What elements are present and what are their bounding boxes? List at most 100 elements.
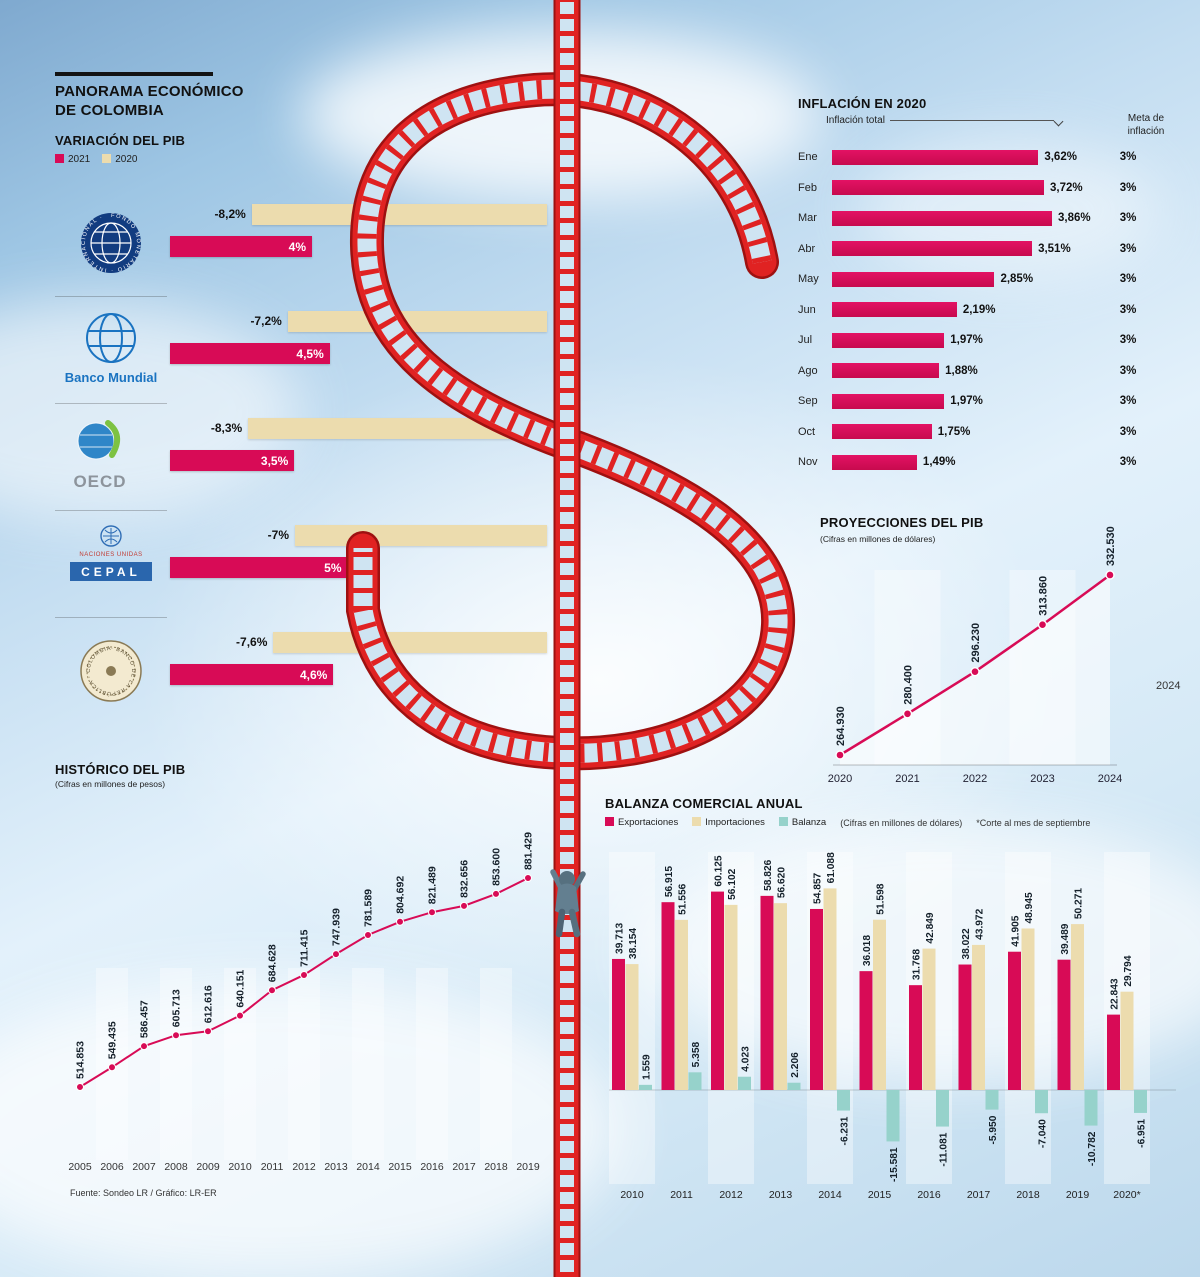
data-point: [76, 1083, 84, 1091]
exportaciones-bar: [810, 908, 823, 1090]
point-label: 711.415: [299, 929, 311, 967]
cepal-logo-graphic: NACIONES UNIDAS CEPAL: [70, 525, 152, 581]
legend-balanza-label: Balanza: [791, 817, 827, 828]
bar-2021: 4,5%: [170, 343, 330, 364]
balanza-bar: [1134, 1090, 1147, 1113]
data-point: [524, 874, 532, 883]
inflation-row: Abr 3,51% 3%: [798, 234, 1196, 265]
importaciones-bar: [675, 919, 688, 1090]
balanza-section: BALANZA COMERCIAL ANUAL Exportaciones Im…: [605, 796, 1185, 1216]
x-axis-label: 2008: [164, 1161, 188, 1173]
point-label: 747.939: [331, 908, 343, 946]
inflation-bar: [832, 302, 957, 318]
x-axis-label: 2022: [963, 773, 987, 785]
bar-2020: [251, 204, 547, 225]
inflacion-callout: Inflación total Meta de inflación: [798, 113, 1196, 141]
exportaciones-label: 38.022: [961, 928, 972, 959]
bar-2020-label: -8,3%: [210, 421, 243, 435]
data-point: [1037, 619, 1048, 630]
x-axis-label: 2018: [484, 1161, 508, 1173]
world-bank-logo-graphic: Banco Mundial: [65, 313, 157, 385]
beige-swatch-icon: [102, 154, 112, 163]
balanza-bar: [688, 1072, 702, 1090]
bar-2020: [295, 525, 547, 546]
balanza-label: 1.559: [642, 1054, 653, 1080]
legend-2021: 2021: [55, 154, 90, 165]
legend-exportaciones-label: Exportaciones: [618, 817, 679, 828]
inflation-row: Oct 1,75% 3%: [798, 417, 1196, 448]
data-point: [835, 750, 845, 760]
exportaciones-label: 41.905: [1011, 915, 1022, 946]
data-point: [902, 709, 913, 719]
x-axis-label: 2011: [670, 1189, 693, 1201]
proyecciones-subtitle: (Cifras en millones de dólares): [820, 534, 936, 544]
x-axis-label: 2014: [818, 1189, 842, 1201]
x-axis-label: 2014: [356, 1161, 380, 1173]
margin-year-label: 2024: [1156, 680, 1181, 692]
inflation-target-value: 3%: [1119, 151, 1137, 164]
data-point: [460, 901, 468, 910]
bar-2020: [287, 311, 547, 332]
point-label: 881.429: [523, 832, 535, 870]
exportaciones-bar: [1107, 1014, 1120, 1090]
callout-line: [890, 120, 1054, 121]
grid-band: [288, 968, 320, 1160]
inflation-value-label: 2,19%: [962, 303, 996, 316]
month-label: Abr: [798, 242, 816, 255]
legend-exportaciones: Exportaciones: [605, 817, 678, 828]
data-point: [300, 970, 308, 979]
teal-swatch-icon: [778, 817, 788, 826]
exportaciones-bar: [859, 971, 873, 1090]
point-label: 832.656: [459, 860, 471, 898]
inflation-row: May 2,85% 3%: [798, 264, 1196, 295]
x-axis-label: 2012: [292, 1161, 316, 1173]
point-label: 332.530: [1105, 526, 1117, 566]
inflation-target-value: 3%: [1119, 425, 1137, 438]
point-label: 549.435: [107, 1021, 119, 1059]
exportaciones-label: 22.843: [1110, 978, 1121, 1009]
importaciones-label: 29.794: [1123, 955, 1134, 986]
point-label: 313.860: [1038, 576, 1050, 616]
month-label: Jul: [798, 334, 813, 347]
importaciones-label: 51.598: [876, 883, 887, 914]
x-axis-label: 2011: [261, 1161, 284, 1173]
importaciones-bar: [1021, 928, 1035, 1090]
inflation-row: Jul 1,97% 3%: [798, 325, 1196, 356]
inflation-bar: [832, 271, 995, 287]
data-point: [428, 908, 436, 917]
point-label: 684.628: [267, 944, 279, 982]
balanza-bar: [787, 1082, 801, 1090]
point-label: 853.600: [491, 848, 503, 886]
point-label: 264.930: [835, 706, 847, 746]
cepal-label: CEPAL: [81, 565, 141, 579]
data-point: [396, 917, 404, 926]
data-point: [1105, 570, 1115, 580]
inflation-bar: [832, 454, 917, 470]
inflation-bar: [832, 393, 945, 409]
legend-2020: 2020: [102, 154, 138, 165]
historico-section: HISTÓRICO DEL PIB (Cifras en millones de…: [55, 762, 595, 1192]
inflation-row: Feb 3,72% 3%: [798, 173, 1196, 204]
x-axis-label: 2024: [1098, 773, 1122, 785]
balanza-label: -15.581: [889, 1147, 900, 1182]
x-axis-label: 2010: [228, 1161, 252, 1173]
month-label: Ago: [798, 364, 818, 377]
exportaciones-bar: [909, 985, 922, 1090]
data-point: [970, 666, 980, 677]
bar-2020: [273, 632, 547, 653]
legend-balanza: Balanza: [778, 817, 827, 828]
variacion-row-oecd: OECD -8,3% 3,5%: [55, 404, 555, 511]
data-point: [492, 889, 500, 898]
balanza-label: -6.951: [1137, 1119, 1148, 1148]
inflation-row: Sep 1,97% 3%: [798, 386, 1196, 417]
balanza-bar: [936, 1090, 949, 1127]
x-axis-label: 2013: [769, 1189, 793, 1201]
inflation-value-label: 3,72%: [1050, 181, 1083, 194]
point-label: 781.589: [363, 889, 375, 927]
oecd-label: OECD: [73, 472, 126, 491]
inflation-row: Mar 3,86% 3%: [798, 203, 1196, 234]
x-axis-label: 2016: [420, 1161, 444, 1173]
data-point: [268, 986, 276, 995]
importaciones-bar: [922, 948, 936, 1090]
